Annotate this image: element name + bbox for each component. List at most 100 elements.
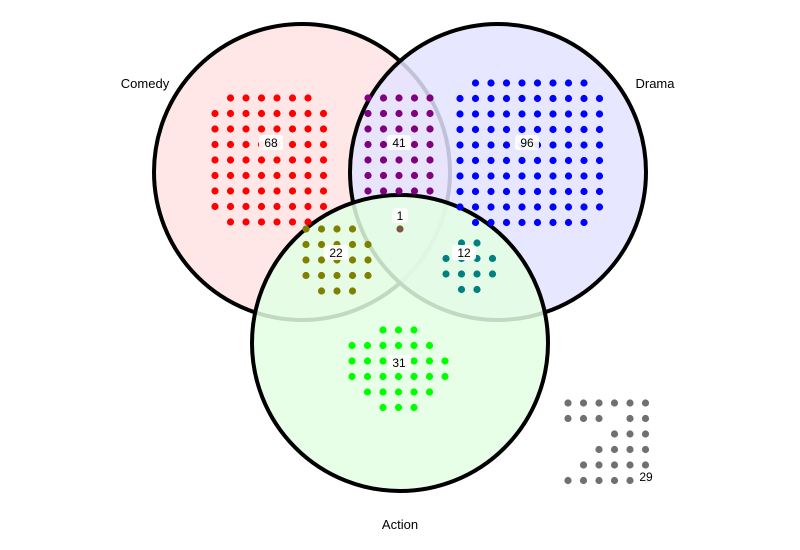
count-bg-none — [634, 469, 658, 484]
comedy-only-dot — [226, 218, 235, 226]
drama-only-dot — [456, 141, 464, 149]
action-only-dot — [394, 403, 403, 412]
none-dot — [610, 430, 619, 438]
comedy-drama-dot — [426, 140, 434, 149]
comedy-action-dot — [333, 287, 341, 295]
comedy-drama-dot — [410, 140, 419, 149]
none-dot — [595, 399, 603, 407]
comedy-only-dot — [226, 94, 235, 102]
action-only-dot — [394, 372, 403, 381]
drama-only-dot — [456, 94, 464, 103]
drama-only-dot — [456, 156, 464, 165]
comedy-only-dot — [304, 125, 312, 133]
drama-only-dot — [564, 218, 573, 227]
comedy-drama-dot — [379, 94, 388, 102]
comedy-action-dot — [317, 256, 326, 264]
comedy-only-dot — [319, 109, 328, 118]
none-dot — [595, 414, 603, 423]
comedy-only-dot — [319, 125, 328, 133]
comedy-action-dot — [302, 256, 310, 264]
count-bg-drama-only — [515, 135, 539, 150]
count-bg-comedy-action — [324, 245, 348, 260]
comedy-drama-dot — [426, 187, 434, 195]
comedy-only-dot — [288, 125, 297, 133]
drama-only-dot — [564, 125, 573, 134]
comedy-action-dot — [302, 240, 310, 249]
none-dot — [626, 399, 634, 407]
comedy-drama-dot — [379, 156, 388, 164]
drama-only-dot — [595, 110, 604, 118]
drama-only-dot — [487, 187, 495, 196]
drama-only-dot — [549, 156, 557, 165]
drama-only-dot — [518, 172, 526, 180]
drama-only-dot — [549, 187, 557, 196]
count-bg-comedy-only — [259, 135, 283, 150]
comedy-action-dot — [317, 225, 326, 233]
comedy-only-dot — [257, 171, 266, 180]
count-bg-drama-action — [452, 245, 476, 260]
comedy-drama-dot — [364, 187, 372, 195]
comedy-drama-dot — [379, 109, 388, 118]
action-only-dot — [425, 341, 434, 350]
drama-only-dot — [564, 156, 573, 165]
none-dot — [641, 414, 650, 423]
comedy-only-dot — [288, 109, 297, 118]
comedy-action-dot — [364, 256, 372, 264]
comedy-only-dot — [273, 156, 281, 164]
comedy-drama-dot — [379, 187, 388, 195]
none-dot — [626, 461, 634, 469]
comedy-drama-dot — [364, 140, 372, 149]
drama-only-dot — [580, 110, 588, 118]
drama-only-dot — [487, 110, 495, 118]
comedy-only-dot — [211, 125, 219, 133]
drama-only-dot — [595, 141, 604, 149]
comedy-drama-dot — [426, 171, 434, 180]
drama-only-dot — [487, 79, 495, 87]
comedy-drama-dot — [364, 94, 372, 102]
drama-only-dot — [533, 125, 542, 134]
drama-action-dots — [442, 239, 497, 294]
comedy-only-dot — [226, 140, 235, 149]
action-only-dot — [410, 372, 418, 381]
drama-only-dot — [487, 172, 495, 180]
comedy-drama-dot — [364, 109, 372, 118]
comedy-drama-dot — [364, 171, 372, 180]
none-dot — [595, 476, 603, 485]
comedy-action-dot — [364, 240, 372, 249]
action-only-dot — [441, 372, 449, 381]
drama-only-dot — [487, 203, 495, 211]
none-dot — [564, 476, 572, 485]
count-drama-action: 12 — [457, 246, 471, 260]
drama-only-dot — [456, 187, 464, 196]
none-dot — [564, 414, 572, 423]
drama-only-dot — [456, 172, 464, 180]
count-all-three: 1 — [397, 209, 404, 223]
none-dot — [641, 399, 650, 407]
drama-only-dot — [564, 110, 573, 118]
none-dot — [610, 399, 619, 407]
drama-only-dot — [549, 125, 557, 134]
count-none: 29 — [639, 470, 653, 484]
comedy-only-dot — [226, 125, 235, 133]
count-comedy-only: 68 — [264, 136, 278, 150]
action-only-dot — [425, 357, 434, 365]
drama-only-dot — [502, 141, 511, 149]
comedy-only-dot — [257, 94, 266, 102]
comedy-only-dot — [211, 140, 219, 149]
set-circles — [152, 22, 648, 493]
set-label-comedy: Comedy — [121, 76, 170, 91]
comedy-drama-dot — [395, 109, 403, 118]
count-drama-only: 96 — [520, 136, 534, 150]
comedy-only-dot — [226, 187, 235, 195]
comedy-only-dot — [273, 202, 281, 211]
drama-only-dot — [518, 79, 526, 87]
comedy-only-dot — [226, 156, 235, 164]
comedy-drama-dot — [410, 156, 419, 164]
drama-only-dot — [518, 187, 526, 196]
drama-only-dot — [518, 94, 526, 103]
comedy-only-dot — [304, 202, 312, 211]
comedy-drama-dot — [395, 187, 403, 195]
comedy-action-dot — [317, 271, 326, 280]
comedy-drama-dot — [426, 109, 434, 118]
